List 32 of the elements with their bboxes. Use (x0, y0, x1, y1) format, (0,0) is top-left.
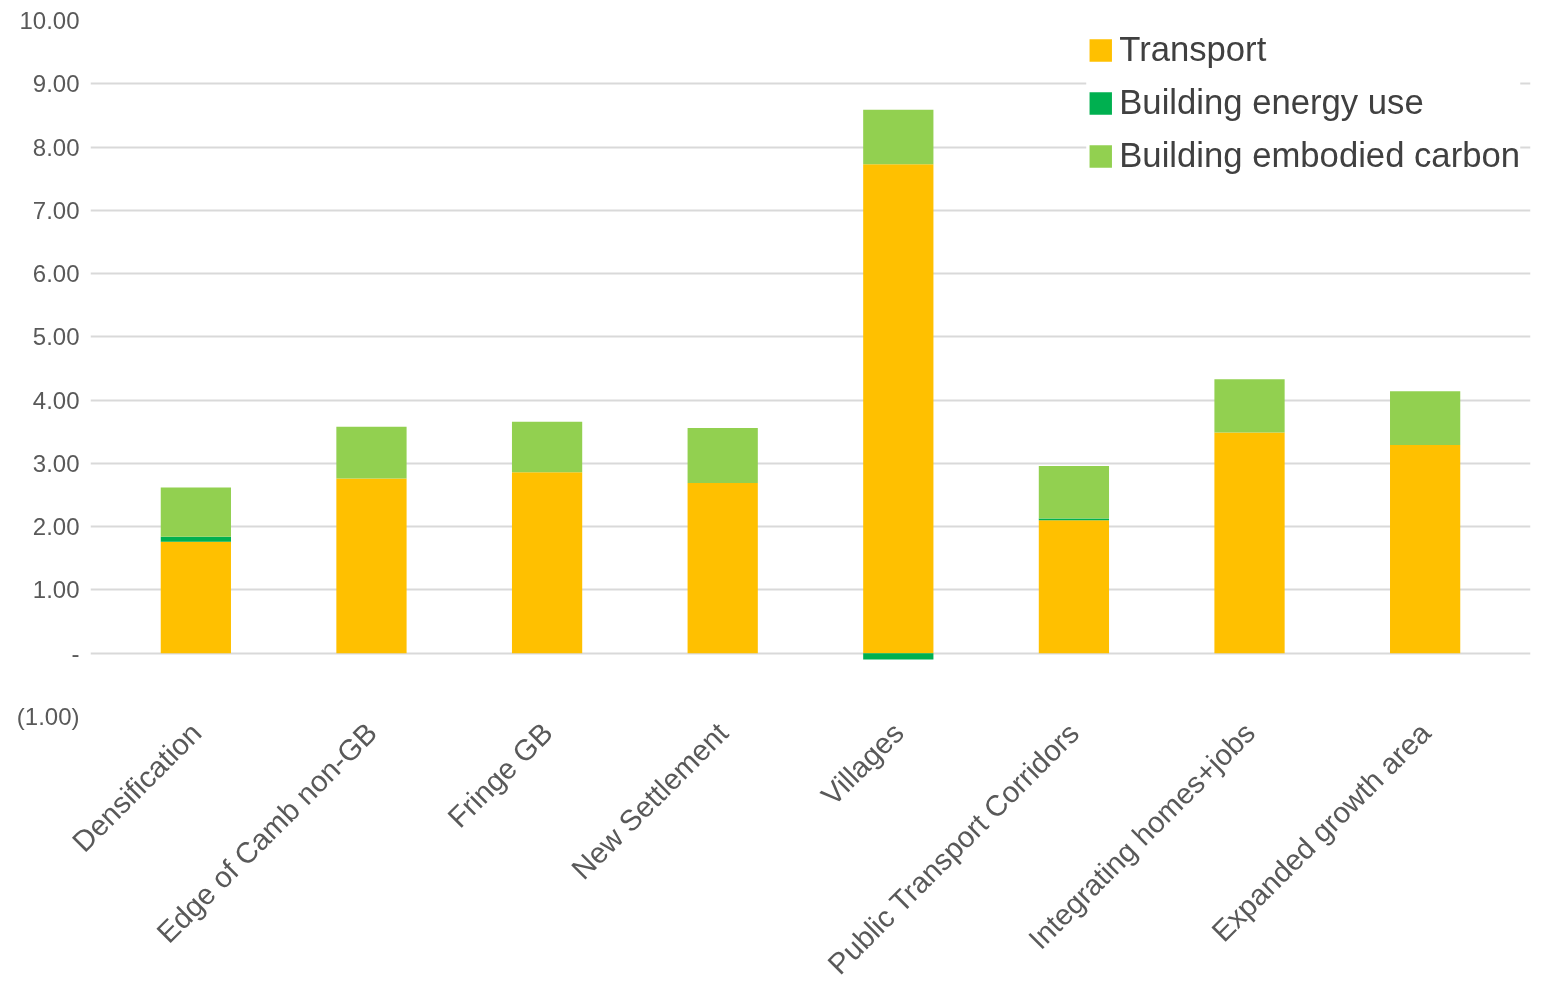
bar (1390, 445, 1461, 654)
y-tick-label: 2.00 (32, 513, 80, 541)
bar (1214, 379, 1285, 433)
y-tick-label: 6.00 (32, 260, 80, 288)
bar (687, 427, 758, 484)
bar (160, 541, 231, 654)
y-tick-label: 8.00 (32, 133, 80, 161)
bar (1038, 465, 1110, 519)
bar (1390, 391, 1461, 446)
y-tick-label: 10.00 (19, 7, 80, 34)
bar (1214, 432, 1285, 654)
bar (336, 426, 407, 479)
bar (1038, 520, 1110, 654)
y-tick-label: - (71, 639, 80, 667)
bar (863, 109, 934, 165)
y-tick-label: 1.00 (32, 576, 80, 604)
bar (160, 487, 231, 537)
bar (160, 536, 231, 542)
bar (687, 483, 758, 654)
legend-label: Building embodied carbon (1119, 136, 1520, 175)
y-tick-label: 9.00 (32, 70, 80, 98)
bar (511, 472, 583, 654)
y-tick-label: 5.00 (32, 323, 80, 351)
bar (863, 653, 934, 660)
y-tick-label: 4.00 (32, 386, 80, 414)
y-tick-label: 7.00 (32, 196, 80, 224)
bar (336, 478, 407, 654)
y-tick-label: 3.00 (32, 449, 80, 477)
legend-label: Building energy use (1119, 83, 1424, 122)
bar (511, 421, 583, 473)
legend-label: Transport (1119, 30, 1267, 69)
bar (863, 164, 934, 654)
